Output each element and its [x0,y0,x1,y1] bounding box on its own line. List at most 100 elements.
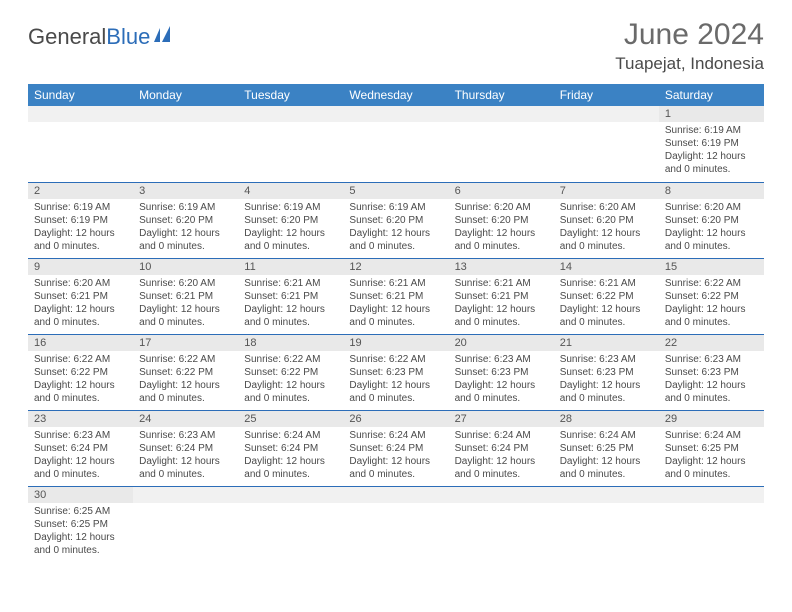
day-number [449,106,554,122]
calendar-week: 1Sunrise: 6:19 AMSunset: 6:19 PMDaylight… [28,106,764,182]
day-number [343,487,448,503]
calendar-cell [238,486,343,562]
calendar-cell [343,486,448,562]
day-detail: Sunrise: 6:23 AMSunset: 6:23 PMDaylight:… [554,351,659,409]
calendar-cell [28,106,133,182]
day-number: 16 [28,335,133,351]
calendar-week: 2Sunrise: 6:19 AMSunset: 6:19 PMDaylight… [28,182,764,258]
day-number: 26 [343,411,448,427]
calendar-cell: 18Sunrise: 6:22 AMSunset: 6:22 PMDayligh… [238,334,343,410]
day-number [133,106,238,122]
day-detail: Sunrise: 6:24 AMSunset: 6:25 PMDaylight:… [554,427,659,485]
day-header: Thursday [449,84,554,106]
day-number: 18 [238,335,343,351]
calendar-cell: 22Sunrise: 6:23 AMSunset: 6:23 PMDayligh… [659,334,764,410]
day-number: 12 [343,259,448,275]
calendar-cell: 15Sunrise: 6:22 AMSunset: 6:22 PMDayligh… [659,258,764,334]
calendar-cell: 27Sunrise: 6:24 AMSunset: 6:24 PMDayligh… [449,410,554,486]
day-number [554,106,659,122]
calendar-cell: 28Sunrise: 6:24 AMSunset: 6:25 PMDayligh… [554,410,659,486]
day-detail: Sunrise: 6:22 AMSunset: 6:22 PMDaylight:… [133,351,238,409]
day-detail: Sunrise: 6:21 AMSunset: 6:22 PMDaylight:… [554,275,659,333]
day-detail: Sunrise: 6:25 AMSunset: 6:25 PMDaylight:… [28,503,133,561]
calendar-cell: 23Sunrise: 6:23 AMSunset: 6:24 PMDayligh… [28,410,133,486]
calendar-cell: 25Sunrise: 6:24 AMSunset: 6:24 PMDayligh… [238,410,343,486]
day-detail: Sunrise: 6:24 AMSunset: 6:25 PMDaylight:… [659,427,764,485]
day-number: 27 [449,411,554,427]
day-header: Sunday [28,84,133,106]
logo: GeneralBlue [28,24,180,50]
month-title: June 2024 [615,18,764,52]
day-number: 21 [554,335,659,351]
calendar-cell: 2Sunrise: 6:19 AMSunset: 6:19 PMDaylight… [28,182,133,258]
calendar-cell: 7Sunrise: 6:20 AMSunset: 6:20 PMDaylight… [554,182,659,258]
calendar-cell: 29Sunrise: 6:24 AMSunset: 6:25 PMDayligh… [659,410,764,486]
page-header: GeneralBlue June 2024 Tuapejat, Indonesi… [28,18,764,74]
day-number: 4 [238,183,343,199]
day-number: 6 [449,183,554,199]
day-number: 15 [659,259,764,275]
calendar-cell: 12Sunrise: 6:21 AMSunset: 6:21 PMDayligh… [343,258,448,334]
day-header: Monday [133,84,238,106]
day-detail: Sunrise: 6:24 AMSunset: 6:24 PMDaylight:… [449,427,554,485]
day-number: 29 [659,411,764,427]
day-detail: Sunrise: 6:20 AMSunset: 6:21 PMDaylight:… [133,275,238,333]
day-detail: Sunrise: 6:24 AMSunset: 6:24 PMDaylight:… [343,427,448,485]
calendar-cell [343,106,448,182]
day-detail: Sunrise: 6:21 AMSunset: 6:21 PMDaylight:… [343,275,448,333]
day-detail: Sunrise: 6:20 AMSunset: 6:20 PMDaylight:… [449,199,554,257]
day-number [554,487,659,503]
day-number [343,106,448,122]
calendar-cell: 9Sunrise: 6:20 AMSunset: 6:21 PMDaylight… [28,258,133,334]
day-number: 25 [238,411,343,427]
title-block: June 2024 Tuapejat, Indonesia [615,18,764,74]
day-detail: Sunrise: 6:20 AMSunset: 6:20 PMDaylight:… [659,199,764,257]
day-detail: Sunrise: 6:23 AMSunset: 6:24 PMDaylight:… [28,427,133,485]
day-detail: Sunrise: 6:23 AMSunset: 6:23 PMDaylight:… [449,351,554,409]
day-number: 13 [449,259,554,275]
calendar-cell: 5Sunrise: 6:19 AMSunset: 6:20 PMDaylight… [343,182,448,258]
day-detail: Sunrise: 6:22 AMSunset: 6:23 PMDaylight:… [343,351,448,409]
calendar-body: 1Sunrise: 6:19 AMSunset: 6:19 PMDaylight… [28,106,764,562]
day-detail: Sunrise: 6:19 AMSunset: 6:19 PMDaylight:… [659,122,764,180]
day-number [659,487,764,503]
day-header: Saturday [659,84,764,106]
day-detail: Sunrise: 6:22 AMSunset: 6:22 PMDaylight:… [28,351,133,409]
day-detail: Sunrise: 6:19 AMSunset: 6:20 PMDaylight:… [343,199,448,257]
day-detail: Sunrise: 6:19 AMSunset: 6:19 PMDaylight:… [28,199,133,257]
day-number: 17 [133,335,238,351]
calendar-cell [133,486,238,562]
day-detail: Sunrise: 6:20 AMSunset: 6:21 PMDaylight:… [28,275,133,333]
calendar-cell [449,106,554,182]
day-number: 28 [554,411,659,427]
calendar-week: 30Sunrise: 6:25 AMSunset: 6:25 PMDayligh… [28,486,764,562]
day-number [133,487,238,503]
day-number: 8 [659,183,764,199]
day-number: 24 [133,411,238,427]
calendar-cell: 19Sunrise: 6:22 AMSunset: 6:23 PMDayligh… [343,334,448,410]
day-detail: Sunrise: 6:22 AMSunset: 6:22 PMDaylight:… [238,351,343,409]
day-number: 30 [28,487,133,503]
calendar-table: SundayMondayTuesdayWednesdayThursdayFrid… [28,84,764,562]
calendar-cell [554,486,659,562]
calendar-cell [449,486,554,562]
logo-text-b: Blue [106,24,150,50]
calendar-cell: 30Sunrise: 6:25 AMSunset: 6:25 PMDayligh… [28,486,133,562]
day-number [449,487,554,503]
day-number: 2 [28,183,133,199]
calendar-cell: 3Sunrise: 6:19 AMSunset: 6:20 PMDaylight… [133,182,238,258]
day-number [238,487,343,503]
calendar-cell: 16Sunrise: 6:22 AMSunset: 6:22 PMDayligh… [28,334,133,410]
day-detail: Sunrise: 6:19 AMSunset: 6:20 PMDaylight:… [133,199,238,257]
calendar-cell: 11Sunrise: 6:21 AMSunset: 6:21 PMDayligh… [238,258,343,334]
day-header: Wednesday [343,84,448,106]
calendar-cell: 21Sunrise: 6:23 AMSunset: 6:23 PMDayligh… [554,334,659,410]
calendar-cell: 6Sunrise: 6:20 AMSunset: 6:20 PMDaylight… [449,182,554,258]
day-number: 11 [238,259,343,275]
logo-text-a: General [28,24,106,50]
day-number: 20 [449,335,554,351]
day-number [238,106,343,122]
calendar-cell: 8Sunrise: 6:20 AMSunset: 6:20 PMDaylight… [659,182,764,258]
calendar-cell: 26Sunrise: 6:24 AMSunset: 6:24 PMDayligh… [343,410,448,486]
day-number: 14 [554,259,659,275]
